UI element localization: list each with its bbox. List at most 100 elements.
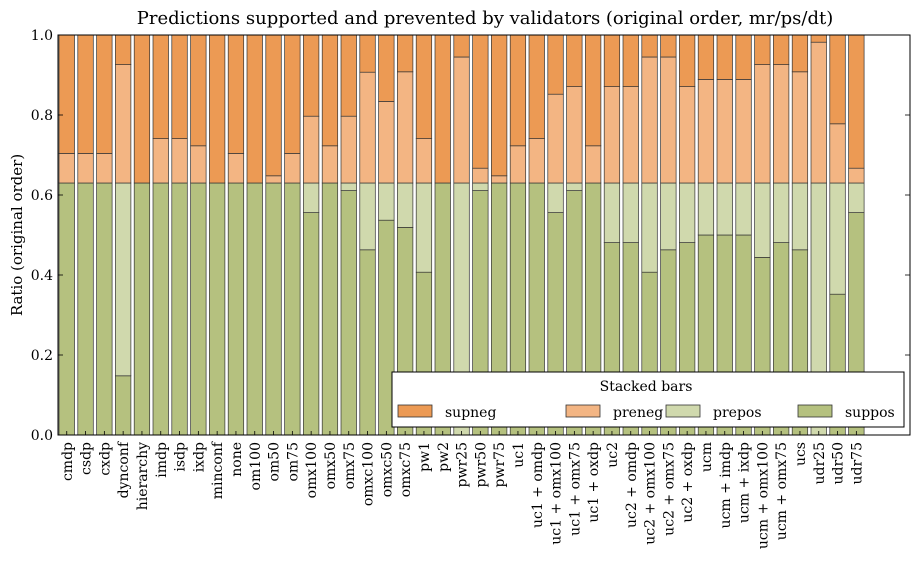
bar-supneg-omx50 [321, 34, 339, 147]
legend-label-preneg: preneg [613, 405, 663, 421]
x-tick-label-ucm-omx75: ucm + omx75 [774, 442, 790, 540]
bar-preneg-omx50 [321, 145, 339, 184]
x-tick-label-pw1: pw1 [417, 442, 433, 472]
bar-supneg-pwr50 [472, 34, 489, 169]
bar-supneg-uc2-omx100 [641, 34, 658, 58]
legend-swatch-preneg [565, 404, 601, 418]
bar-supneg-minconf [209, 34, 226, 184]
bar-preneg-udr75 [848, 167, 865, 184]
x-tick-label-uc1-oxdp: uc1 + oxdp [586, 442, 602, 523]
bar-preneg-none [227, 153, 245, 184]
bar-prepos-ucm-imdp [716, 182, 733, 236]
bar-preneg-uc2-oxdp [679, 86, 696, 184]
bar-supneg-hierarchy [133, 34, 151, 184]
bar-prepos-ucm [697, 182, 715, 236]
bar-supneg-csdp [77, 34, 94, 154]
bar-suppos-hierarchy [133, 182, 151, 436]
bar-supneg-cxdp [96, 34, 113, 154]
bar-prepos-ucm-omx75 [773, 182, 790, 243]
bar-prepos-uc2-omx75 [660, 182, 677, 251]
bar-preneg-ucm-ixdp [735, 79, 752, 184]
bar-supneg-imdp [152, 34, 169, 139]
bar-preneg-omx100 [303, 115, 320, 184]
bar-suppos-omx100 [303, 212, 320, 436]
y-tick-label: 0.4 [31, 268, 53, 284]
x-tick-label-om75: om75 [285, 442, 301, 482]
bar-preneg-udr25 [810, 41, 827, 184]
bar-preneg-ucs [791, 71, 809, 184]
plot-frame [57, 34, 911, 436]
x-tick-label-imdp: imdp [154, 442, 170, 478]
bar-prepos-udr75 [848, 182, 865, 213]
bar-prepos-uc2-omx100 [641, 182, 658, 273]
bar-preneg-omxc75 [397, 71, 414, 184]
bar-prepos-omx75 [340, 182, 357, 191]
bar-prepos-pw1 [415, 182, 433, 273]
bar-supneg-uc2 [603, 34, 621, 87]
bar-preneg-omx75 [340, 115, 357, 184]
bar-preneg-isdp [171, 138, 188, 184]
bar-preneg-csdp [77, 153, 94, 184]
bar-preneg-omxc50 [378, 101, 395, 184]
x-tick-label-none: none [229, 442, 245, 477]
x-tick-label-omxc100: omxc100 [361, 442, 377, 506]
bar-prepos-udr50 [829, 182, 846, 295]
bar-supneg-udr50 [829, 34, 846, 125]
x-tick-label-uc1-omdp: uc1 + omdp [530, 442, 546, 528]
bar-prepos-uc1-omx100 [547, 182, 564, 213]
x-tick-label-omx50: omx50 [323, 442, 339, 489]
bar-prepos-omx100 [303, 182, 320, 213]
bar-preneg-uc1-omx75 [566, 86, 583, 184]
bar-supneg-om100 [246, 34, 263, 184]
bar-preneg-om75 [284, 153, 301, 184]
x-tick-label-uc1: uc1 [511, 442, 527, 468]
bar-suppos-none [227, 182, 245, 436]
x-tick-label-pwr50: pwr50 [473, 442, 489, 487]
bar-supneg-pwr75 [491, 34, 508, 177]
x-tick-label-cmdp: cmdp [60, 442, 76, 481]
bar-supneg-ucm-imdp [716, 34, 733, 80]
bar-supneg-uc1 [509, 34, 527, 147]
x-tick-label-pwr25: pwr25 [455, 442, 471, 487]
legend-label-supneg: supneg [445, 405, 496, 421]
bar-supneg-pw2 [434, 34, 451, 184]
bar-preneg-om50 [265, 175, 282, 184]
bar-suppos-isdp [171, 182, 188, 436]
bar-supneg-udr75 [848, 34, 865, 169]
x-tick-label-uc2-oxdp: uc2 + oxdp [680, 442, 696, 523]
bar-preneg-imdp [152, 138, 169, 184]
bar-prepos-omxc100 [359, 182, 376, 251]
bar-supneg-uc2-omdp [622, 34, 639, 87]
bar-supneg-cmdp [58, 34, 75, 154]
bar-supneg-ucm-ixdp [735, 34, 752, 80]
bar-suppos-imdp [152, 182, 169, 436]
bar-preneg-ucm-omx100 [754, 64, 771, 184]
x-tick-label-isdp: isdp [173, 442, 189, 472]
y-tick-label: 0.8 [31, 108, 53, 124]
bar-suppos-om100 [246, 182, 263, 436]
legend-swatch-supneg [397, 404, 433, 418]
chart-title: Predictions supported and prevented by v… [137, 8, 834, 29]
bar-supneg-om50 [265, 34, 282, 177]
x-tick-label-pw2: pw2 [436, 442, 452, 472]
legend-swatch-suppos [797, 404, 833, 418]
x-tick-label-ixdp: ixdp [191, 442, 207, 472]
bar-supneg-omxc100 [359, 34, 376, 73]
bar-preneg-uc2-omx75 [660, 56, 677, 184]
bar-supneg-dynconf [115, 34, 132, 65]
bar-supneg-uc1-omx75 [566, 34, 583, 87]
bar-preneg-ucm [697, 79, 715, 184]
bar-supneg-none [227, 34, 245, 154]
x-tick-label-cxdp: cxdp [97, 442, 113, 476]
x-tick-label-omxc75: omxc75 [398, 442, 414, 497]
legend: Stacked bars supneg preneg prepos suppos [391, 371, 905, 428]
y-tick-label: 0.6 [31, 188, 53, 204]
bar-supneg-ucm-omx75 [773, 34, 790, 65]
bar-prepos-uc2-oxdp [679, 182, 696, 243]
x-tick-label-minconf: minconf [210, 440, 226, 499]
bar-suppos-omx50 [321, 182, 339, 436]
bar-supneg-ucm-omx100 [754, 34, 771, 65]
bar-preneg-uc1-omx100 [547, 93, 564, 184]
x-tick-label-udr25: udr25 [812, 442, 828, 485]
